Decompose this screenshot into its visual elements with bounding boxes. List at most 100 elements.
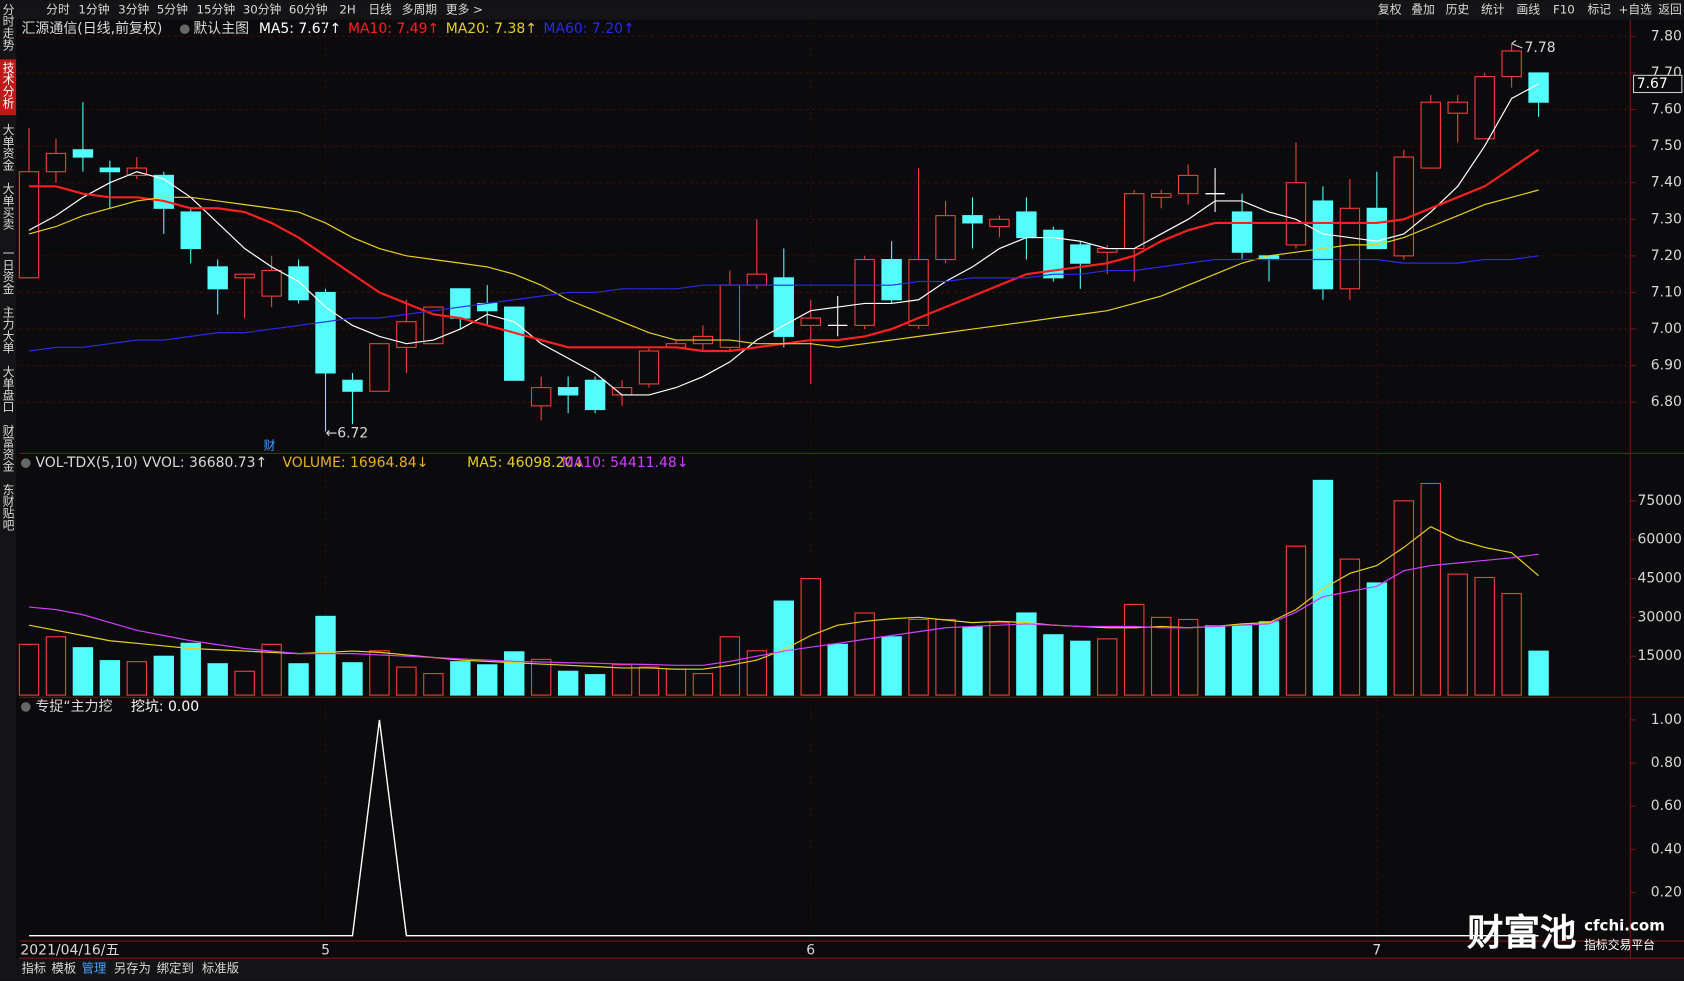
candle-body [854, 258, 875, 326]
period-button[interactable]: 分时 [46, 2, 70, 16]
candle-body [530, 387, 552, 407]
period-button[interactable]: 3分钟 [118, 2, 149, 16]
candle-body [207, 266, 228, 290]
candle-body [180, 211, 201, 250]
period-button[interactable]: 日线 [368, 2, 392, 16]
volume-ma-line [28, 526, 1539, 670]
y-tick-label: 0.20 [1651, 884, 1682, 900]
ma-line [28, 189, 1539, 348]
period-button[interactable]: 15分钟 [197, 2, 236, 16]
candle-body [719, 284, 741, 348]
volume-bar [800, 577, 821, 696]
sidebar-tab[interactable]: 分时走势 [1, 3, 15, 50]
candle-body [504, 306, 525, 381]
period-button[interactable]: 5分钟 [157, 2, 188, 16]
tool-button[interactable]: 统计 [1481, 2, 1505, 16]
tool-button[interactable]: +自选 [1618, 2, 1652, 16]
last-price-label: 7.67 [1637, 76, 1668, 92]
period-button[interactable]: 60分钟 [289, 2, 328, 16]
volume-bar [1070, 640, 1091, 696]
watermark-tagline: 指标交易平台 [1584, 938, 1655, 952]
candle-body [638, 350, 660, 385]
bottom-toolbar [0, 958, 1684, 981]
tool-button[interactable]: 历史 [1446, 2, 1470, 16]
volume-bar [1339, 558, 1361, 696]
chart-title: 汇源通信(日线,前复权) [21, 20, 162, 37]
y-tick-label: 7.00 [1651, 321, 1682, 337]
tool-button[interactable]: 返回 [1658, 2, 1682, 16]
candle-body [234, 273, 255, 279]
candle-body [99, 167, 121, 173]
candle-body [1474, 76, 1495, 140]
sidebar-tab[interactable]: 技术分析 [1, 61, 15, 109]
tool-button[interactable]: F10 [1553, 2, 1575, 16]
candle-body [288, 266, 309, 301]
event-marker: 财 [264, 438, 276, 452]
tool-button[interactable]: 叠加 [1411, 2, 1435, 16]
period-button[interactable]: 1分钟 [78, 2, 109, 16]
volume-bar [126, 661, 148, 696]
left-sidebar [0, 0, 17, 981]
sidebar-tab[interactable]: 一日资金 [1, 247, 15, 294]
volume-bar [342, 662, 363, 696]
bottom-button[interactable]: 绑定到 [157, 960, 194, 975]
candle-body [1124, 193, 1145, 250]
volume-bar [261, 643, 282, 696]
sidebar-tab[interactable]: 主力大单 [1, 306, 15, 354]
tool-button[interactable]: 标记 [1587, 2, 1611, 16]
volume-bar [1204, 625, 1226, 696]
candle-body [1043, 229, 1064, 279]
period-button[interactable]: 2H [339, 2, 355, 16]
volume-bar [153, 655, 174, 696]
volume-bar [1528, 650, 1549, 696]
y-tick-label: 0.80 [1651, 755, 1682, 771]
candle-body [1150, 193, 1172, 198]
candle-body [1393, 156, 1415, 257]
y-tick-label: 75000 [1637, 493, 1681, 509]
candle-body [396, 321, 417, 348]
volume-bar [1043, 634, 1064, 696]
legend-entry: VOLUME: 16964.84↓ [282, 455, 428, 471]
volume-bar [611, 664, 633, 696]
sidebar-tab[interactable]: 大单盘口 [1, 365, 15, 413]
y-tick-label: 7.80 [1651, 28, 1682, 44]
volume-bar [1097, 638, 1118, 696]
candle-body [800, 317, 821, 326]
period-button[interactable]: 30分钟 [243, 2, 282, 16]
period-button[interactable]: 更多 > [446, 2, 483, 16]
sidebar-tab[interactable]: 大单买卖 [1, 182, 15, 230]
candle-body [881, 258, 902, 301]
sidebar-tab[interactable]: 财富资金 [1, 424, 15, 472]
tool-button[interactable]: 复权 [1378, 2, 1402, 16]
bottom-button[interactable]: 指标 [21, 960, 46, 975]
volume-bar [881, 636, 902, 696]
volume-bar [1393, 500, 1415, 696]
bottom-button[interactable]: 管理 [82, 960, 107, 975]
tool-button[interactable]: 画线 [1516, 2, 1540, 16]
period-button[interactable]: 多周期 [402, 2, 437, 16]
volume-bar [288, 663, 309, 696]
y-tick-label: 7.30 [1651, 211, 1682, 227]
legend-entry: MA5: 46098.20↓ [467, 455, 585, 471]
volume-bar [692, 673, 714, 696]
sidebar-tab[interactable]: 大单资金 [1, 123, 15, 171]
last-price-box [1632, 74, 1683, 94]
icon [20, 458, 31, 468]
candle-body [1070, 244, 1091, 264]
y-tick-label: 60000 [1637, 532, 1681, 548]
sidebar-tab[interactable]: 东财贴吧 [1, 484, 15, 531]
bottom-button[interactable]: 标准版 [202, 961, 239, 975]
bottom-button[interactable]: 模板 [52, 961, 77, 975]
volume-bar [1474, 576, 1495, 696]
bottom-button[interactable]: 另存为 [114, 961, 151, 975]
legend-entry: 挖坑: 0.00 [131, 699, 199, 715]
volume-bar [1150, 616, 1172, 696]
volume-ma-line [28, 553, 1539, 666]
volume-bar [477, 664, 498, 696]
candle-body [72, 149, 94, 158]
y-tick-label: 7.20 [1651, 248, 1682, 264]
y-tick-label: 7.60 [1651, 102, 1682, 118]
candle-body [315, 291, 336, 374]
